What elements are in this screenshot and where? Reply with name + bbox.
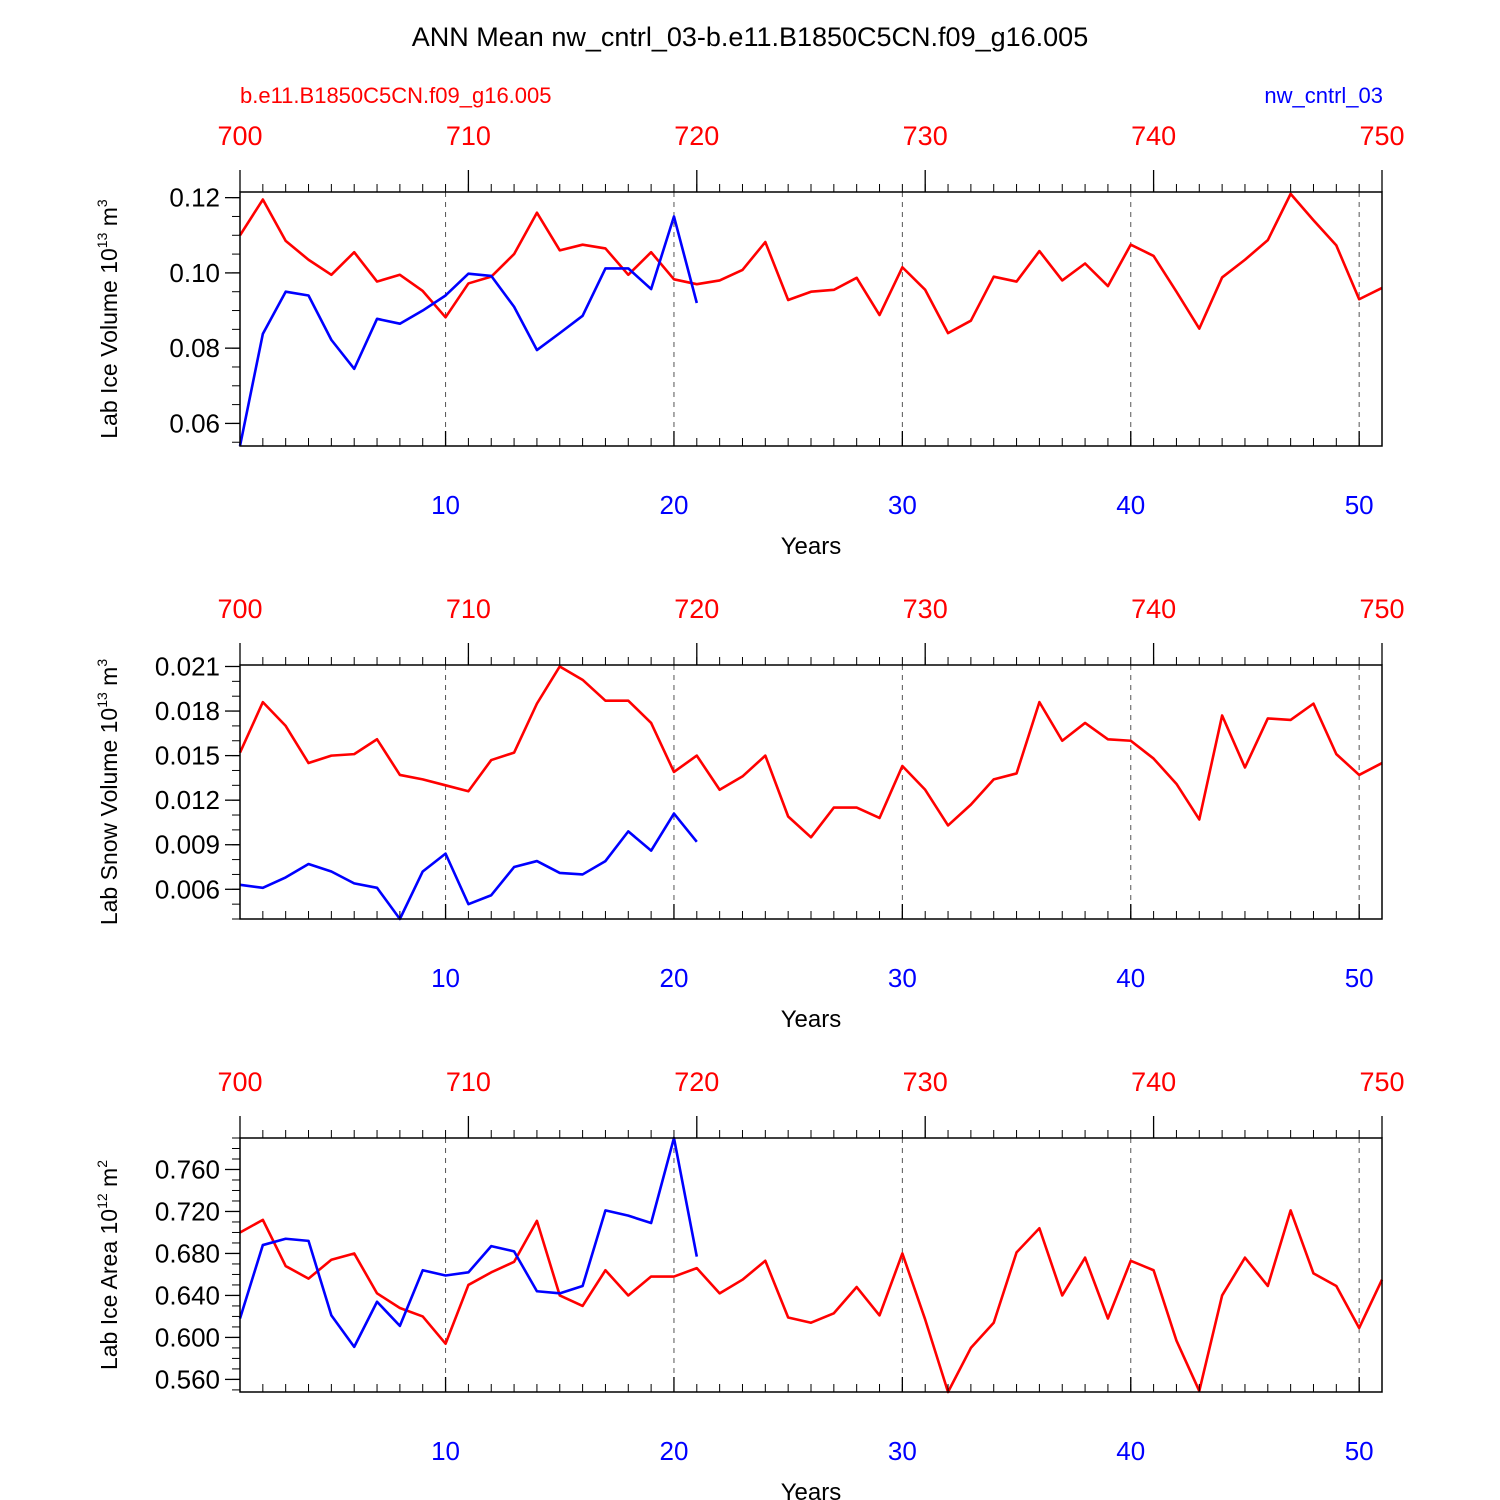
panel-1-top-tick-label-2: 710 (446, 121, 491, 151)
panel-1: 0.06 0.08 0.10 0.12 10 20 30 40 50 700 710 720 730 74… (94, 121, 1405, 560)
panel-2-y-axis-label: Lab Snow Volume 1013 m3 (94, 659, 122, 926)
panel-3-y-axis-label-part-4: 2 (94, 1160, 110, 1168)
panel-2-bottom-tick-label-4: 40 (1116, 963, 1145, 993)
panel-1-y-axis-label-part-3: m (96, 207, 122, 233)
panel-2-bottom-tick-label-3: 30 (888, 963, 917, 993)
panel-1-bottom-tick-label-1: 10 (431, 490, 460, 520)
panel-3-top-tick-label-6: 750 (1359, 1067, 1404, 1097)
panel-2-bottom-tick-label-2: 20 (659, 963, 688, 993)
panel-3-bottom-tick-label-4: 40 (1116, 1436, 1145, 1466)
panel-2-y-tick-label-6: 0.021 (155, 651, 220, 681)
panel-1-y-tick-label-4: 0.12 (169, 183, 220, 213)
panel-3-y-axis-label-part-3: m (96, 1168, 122, 1194)
panel-1-y-tick-label-2: 0.08 (169, 333, 220, 363)
panels: 0.06 0.08 0.10 0.12 10 20 30 40 50 700 710 720 730 74… (94, 121, 1405, 1500)
legend-left-label: b.e11.B1850C5CN.f09_g16.005 (240, 83, 552, 108)
panel-3-y-axis-label-part-2: 12 (94, 1193, 110, 1209)
panel-3-series-blue-line (238, 1136, 699, 1349)
panel-1-bottom-tick-label-5: 50 (1345, 490, 1374, 520)
panel-3-y-tick-label-4: 0.680 (155, 1238, 220, 1268)
panel-2-y-axis-label-part-3: m (96, 667, 122, 693)
panel-1-y-axis-label-part-1: Lab Ice Volume 10 (96, 248, 122, 439)
panel-3-top-tick-label-4: 730 (903, 1067, 948, 1097)
panel-2-y-tick-label-2: 0.009 (155, 830, 220, 860)
panel-2-top-tick-label-3: 720 (674, 594, 719, 624)
panel-1-top-tick-label-3: 720 (674, 121, 719, 151)
panel-2-y-tick-label-5: 0.018 (155, 696, 220, 726)
panel-3-y-axis-label: Lab Ice Area 1012 m2 (94, 1160, 122, 1370)
panel-1-y-axis-label-part-2: 13 (94, 232, 110, 248)
panel-2-y-axis-label-part-4: 3 (94, 659, 110, 667)
panel-3-y-axis-label-part-1: Lab Ice Area 10 (96, 1209, 122, 1370)
panel-3-bottom-tick-label-5: 50 (1345, 1436, 1374, 1466)
panel-2-top-tick-label-2: 710 (446, 594, 491, 624)
panel-2-y-axis-label-part-2: 13 (94, 692, 110, 708)
panel-1-y-axis-label: Lab Ice Volume 1013 m3 (94, 199, 122, 439)
panel-2-top-tick-label-5: 740 (1131, 594, 1176, 624)
panel-3-series-red-line (239, 1209, 1384, 1394)
panel-3-y-tick-label-2: 0.600 (155, 1322, 220, 1352)
panel-2-series-blue-line (239, 812, 698, 921)
panel-1-y-axis-label-part-4: 3 (94, 199, 110, 207)
panel-3-y-tick-label-3: 0.640 (155, 1280, 220, 1310)
panel-2-x-axis-label: Years (781, 1006, 842, 1033)
legend-right-label: nw_cntrl_03 (1264, 83, 1383, 108)
panel-2-top-tick-label-6: 750 (1359, 594, 1404, 624)
panel-3-bottom-tick-label-3: 30 (888, 1436, 917, 1466)
panel-3-y-tick-label-6: 0.760 (155, 1154, 220, 1184)
panel-3-x-axis-label: Years (781, 1479, 842, 1500)
panel-2: 0.006 0.009 0.012 0.015 0.018 0.021 10 20 30 40 50… (94, 594, 1405, 1033)
figure-title: ANN Mean nw_cntrl_03-b.e11.B1850C5CN.f09… (412, 22, 1088, 52)
panel-2-y-tick-label-1: 0.006 (155, 874, 220, 904)
panel-1-series-red-line (238, 192, 1383, 335)
panel-3-bottom-tick-label-1: 10 (431, 1436, 460, 1466)
panel-1-top-tick-label-1: 700 (217, 121, 262, 151)
panel-1-top-tick-label-6: 750 (1359, 121, 1404, 151)
panel-3-y-tick-label-1: 0.560 (155, 1364, 220, 1394)
panel-2-y-tick-label-3: 0.012 (155, 785, 220, 815)
panel-2-top-tick-label-1: 700 (217, 594, 262, 624)
panel-1-y-tick-label-3: 0.10 (169, 258, 220, 288)
panel-2-top-tick-label-4: 730 (903, 594, 948, 624)
panel-3-top-tick-label-1: 700 (217, 1067, 262, 1097)
panel-1-top-tick-label-5: 740 (1131, 121, 1176, 151)
panel-1-bottom-tick-label-4: 40 (1116, 490, 1145, 520)
panel-3: 0.560 0.600 0.640 0.680 0.720 0.760 10 20 30 40 50… (94, 1067, 1405, 1500)
panel-2-y-tick-label-4: 0.015 (155, 741, 220, 771)
panel-2-y-axis-label-part-1: Lab Snow Volume 10 (96, 708, 122, 925)
panel-2-bottom-tick-label-5: 50 (1345, 963, 1374, 993)
panel-1-top-tick-label-4: 730 (903, 121, 948, 151)
panel-3-top-tick-label-5: 740 (1131, 1067, 1176, 1097)
panel-1-x-axis-label: Years (781, 533, 842, 560)
panel-1-bottom-tick-label-3: 30 (888, 490, 917, 520)
panel-1-series-blue-line (238, 215, 699, 447)
panel-3-y-tick-label-5: 0.720 (155, 1196, 220, 1226)
panel-1-y-tick-label-1: 0.06 (169, 408, 220, 438)
panel-3-bottom-tick-label-2: 20 (659, 1436, 688, 1466)
panel-2-series-red-line (238, 665, 1383, 839)
panel-3-top-tick-label-2: 710 (446, 1067, 491, 1097)
panel-1-bottom-tick-label-2: 20 (659, 490, 688, 520)
panel-2-bottom-tick-label-1: 10 (431, 963, 460, 993)
panel-3-top-tick-label-3: 720 (674, 1067, 719, 1097)
